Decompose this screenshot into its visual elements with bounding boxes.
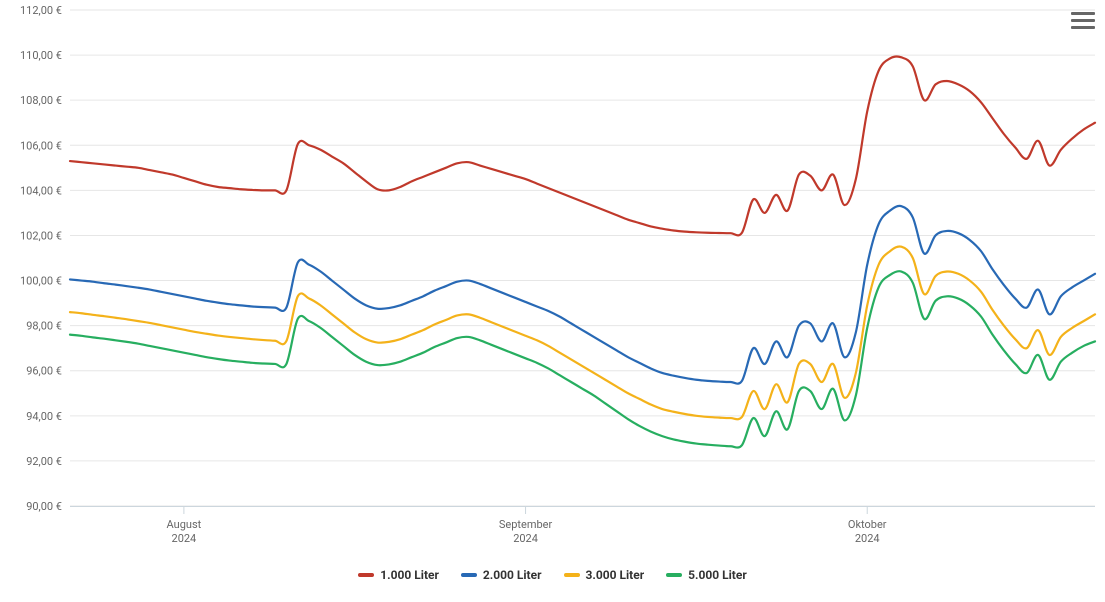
- svg-text:2024: 2024: [855, 532, 880, 545]
- legend-swatch: [564, 573, 580, 577]
- svg-text:90,00 €: 90,00 €: [26, 500, 62, 513]
- legend-item[interactable]: 1.000 Liter: [358, 568, 439, 582]
- svg-text:100,00 €: 100,00 €: [20, 275, 62, 288]
- svg-text:2024: 2024: [172, 532, 197, 545]
- legend-swatch: [358, 573, 374, 577]
- legend-swatch: [666, 573, 682, 577]
- svg-text:104,00 €: 104,00 €: [20, 184, 62, 197]
- svg-text:106,00 €: 106,00 €: [20, 139, 62, 152]
- series-line: [70, 206, 1095, 384]
- svg-text:102,00 €: 102,00 €: [20, 229, 62, 242]
- legend-item[interactable]: 2.000 Liter: [461, 568, 542, 582]
- svg-text:94,00 €: 94,00 €: [26, 410, 62, 423]
- series-line: [70, 57, 1095, 236]
- series-line: [70, 246, 1095, 419]
- svg-text:2024: 2024: [513, 532, 538, 545]
- chart-legend: 1.000 Liter 2.000 Liter 3.000 Liter 5.000 L…: [0, 568, 1105, 582]
- svg-text:September: September: [499, 518, 553, 531]
- svg-text:108,00 €: 108,00 €: [20, 94, 62, 107]
- svg-text:August: August: [167, 518, 202, 531]
- svg-text:96,00 €: 96,00 €: [26, 365, 62, 378]
- svg-text:98,00 €: 98,00 €: [26, 320, 62, 333]
- legend-label: 3.000 Liter: [586, 568, 645, 582]
- series-line: [70, 271, 1095, 447]
- legend-item[interactable]: 3.000 Liter: [564, 568, 645, 582]
- legend-label: 2.000 Liter: [483, 568, 542, 582]
- svg-text:112,00 €: 112,00 €: [20, 4, 62, 17]
- svg-text:110,00 €: 110,00 €: [20, 49, 62, 62]
- legend-label: 5.000 Liter: [688, 568, 747, 582]
- legend-label: 1.000 Liter: [380, 568, 439, 582]
- legend-swatch: [461, 573, 477, 577]
- svg-text:92,00 €: 92,00 €: [26, 455, 62, 468]
- legend-item[interactable]: 5.000 Liter: [666, 568, 747, 582]
- chart-plot-area: 90,00 € 92,00 € 94,00 € 96,00 € 98,00 € 100,0…: [0, 0, 1105, 602]
- price-chart: 90,00 € 92,00 € 94,00 € 96,00 € 98,00 € 100,0…: [0, 0, 1105, 602]
- svg-text:Oktober: Oktober: [848, 518, 887, 531]
